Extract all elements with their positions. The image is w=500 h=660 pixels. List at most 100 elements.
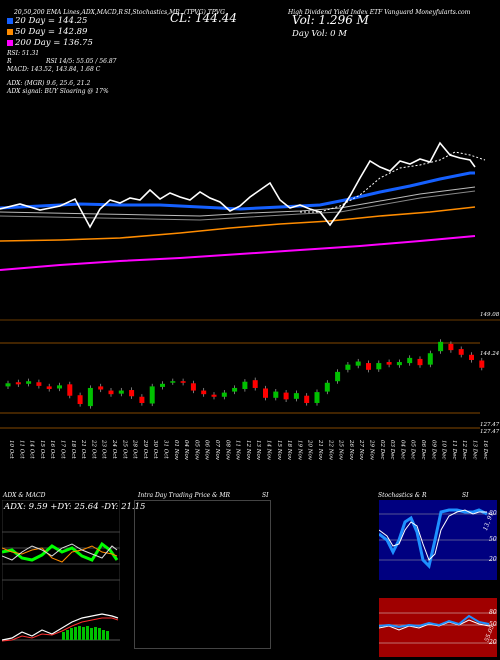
candle-body [458,349,464,355]
candle-body [15,382,21,385]
x-axis-label: 04 Dec [399,440,405,460]
price-dotted-line [300,151,486,213]
stochastic-d-line [379,509,487,561]
candle-body [335,371,341,382]
rsi-level-50: 50 [489,621,497,628]
candle-body [108,390,114,395]
x-axis-label: 09 Dec [430,440,436,460]
candle-body [417,358,423,366]
candle-body [366,363,371,370]
x-axis-label: 22 Nov [327,439,333,461]
adx-panel-title: ADX & MACD [3,492,46,499]
intra-panel-si: SI [262,492,269,499]
candle-body [427,353,433,365]
x-axis-label: 10 Oct [8,440,14,459]
adx-orange-line [2,545,118,563]
legend-ema20: 20 Day = 144.25 [7,16,87,26]
candle-body [469,354,474,360]
x-axis-label: 10 Dec [441,440,447,460]
x-axis-label: 04 Nov [183,440,189,461]
rsi-line: RSI: 51.31 [7,50,40,57]
stoch-panel-si: SI [462,492,469,499]
x-axis-label: 20 Nov [307,439,313,461]
close-label: CL: 144.44 [170,11,237,25]
candle-body [190,383,196,391]
candle-body [87,387,93,407]
x-axis-label: 21 Oct [80,439,86,459]
candle-body [232,387,238,392]
x-axis-label: 11 Nov [235,440,241,461]
stoch-level-50: 50 [489,536,497,543]
x-axis-label: 16 Dec [482,440,488,460]
adx-green-line [2,541,119,562]
candle-body [438,341,444,352]
x-axis-label: 22 Oct [90,439,96,459]
x-axis-label: 06 Dec [420,440,426,460]
candle-body [26,381,32,384]
x-axis-label: 14 Oct [29,440,35,459]
candle-body [98,386,104,390]
candle-body [57,385,62,389]
candle-body [67,384,73,396]
x-axis-label: 06 Nov [204,440,210,461]
intra-panel-title: Intra Day Trading Price & MR [138,492,231,499]
adx-readout: ADX: 9.59 +DY: 25.64 -DY: 21.15 [4,502,146,512]
x-axis-label: 15 Oct [39,440,45,459]
x-axis-label: 27 Nov [358,439,364,461]
x-axis-label: 05 Dec [410,440,416,460]
candle-body [304,395,310,403]
ema-gray-line-2 [0,190,476,221]
candle-body [252,380,258,388]
r-prefix: R [7,58,12,65]
x-axis-label: 12 Dec [461,440,467,460]
x-axis-label: 08 Nov [224,440,230,461]
x-axis-label: 13 Nov [255,440,261,461]
macd-line-white [2,613,119,641]
x-axis-label: 03 Dec [389,440,395,460]
x-axis-label: 17 Oct [60,440,66,459]
x-axis-label: 12 Nov [245,440,251,461]
x-axis-label: 13 Dec [472,440,478,460]
stochastic-k-line [379,508,488,569]
rsi-level-20: 20 [489,639,497,646]
x-axis-label: 30 Oct [152,440,158,459]
adx-line: ADX: (MGR) 9.6, 25.6, 21.2 [7,80,91,87]
macd-line: MACD: 143.52, 143.84, 1.68 C [7,66,101,73]
ema50-line [0,206,476,242]
candle-body [170,381,176,383]
candle-body [36,382,42,386]
stoch-panel-title: Stochastics & R [378,492,427,499]
rsi-level-80: 80 [489,609,497,616]
stoch-level-80: 80 [489,510,497,517]
x-axis-label: 29 Nov [369,439,375,461]
price-close-line [0,141,476,229]
candle-body [118,390,124,394]
candle-body [407,357,413,364]
x-axis-label: 16 Oct [49,440,55,459]
candle-body [283,392,289,400]
stochastics-rsi-panel: 80 50 20 13, 91 80 50 20 55.05 [379,500,497,657]
candle-body [139,396,145,403]
x-axis-label: 01 Nov [173,440,179,461]
adx-signal-line: ADX signal: BUY Sloaring @ 17% [7,88,109,95]
ema20-swatch [7,17,13,24]
ema200-line [0,235,476,271]
header-line1: 20,50,200 EMA Lines,ADX,MACD,R [14,9,123,16]
ema200-swatch [7,39,13,46]
candle-body [386,362,392,365]
price-axis-label: 127.47 [480,422,500,428]
candle-body [293,393,299,399]
candle-body [129,390,135,397]
price-axis-label: 149.08 [480,312,500,318]
candle-body [221,392,227,397]
candles-group [5,339,485,409]
header-line1b: SI,Stochastics,MR [124,9,180,16]
x-axis-label: 24 Oct [111,439,117,459]
candle-body [479,360,485,368]
candle-body [448,343,454,351]
candle-body [263,388,268,398]
candle-body [324,382,330,392]
x-axis-label: 15 Nov [276,440,282,461]
x-axis-label: 07 Nov [214,440,220,461]
